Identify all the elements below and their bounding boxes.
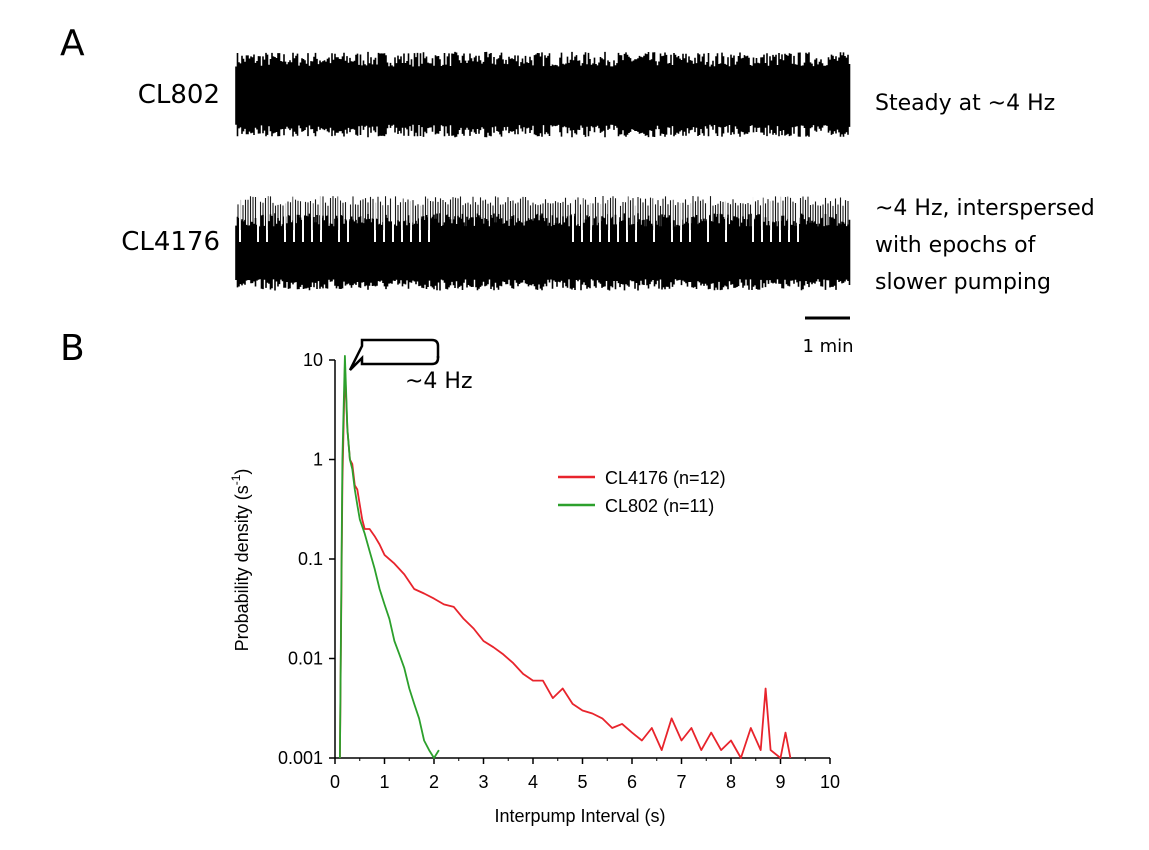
trace-desc-cl4176-line3: slower pumping	[875, 270, 1051, 295]
series-line-cl802	[339, 354, 440, 759]
trace-cl802	[235, 51, 851, 138]
scale-bar-label: 1 min	[802, 336, 853, 357]
y-tick-label: 0.001	[278, 748, 323, 768]
x-axis-label: Interpump Interval (s)	[494, 806, 665, 826]
legend-label-cl4176: CL4176 (n=12)	[605, 468, 726, 488]
series-line-cl4176	[339, 366, 792, 759]
x-tick-label: 0	[330, 772, 340, 792]
x-tick-label: 5	[577, 772, 587, 792]
legend: CL4176 (n=12) CL802 (n=11)	[558, 468, 726, 516]
trace-cl4176	[235, 192, 851, 291]
panel-b-label: B	[60, 328, 85, 369]
frequency-arrow-icon	[348, 338, 440, 371]
y-axis-label-suffix: )	[232, 469, 252, 475]
trace-gaps-overlay	[239, 192, 799, 242]
x-tick-label: 4	[528, 772, 538, 792]
x-ticks: 0 1 2 3 4 5 6 7 8 9 10	[330, 758, 840, 792]
y-axis-label-main: Probability density (s	[232, 485, 252, 651]
legend-label-cl802: CL802 (n=11)	[605, 496, 714, 516]
y-tick-label: 0.1	[298, 549, 323, 569]
series-group	[339, 354, 792, 759]
x-tick-label: 10	[820, 772, 840, 792]
chart: 0 1 2 3 4 5 6 7 8 9 10 0.001 0.01 0.1 1 10 Interpump I…	[229, 350, 840, 826]
y-ticks: 0.001 0.01 0.1 1 10	[278, 350, 335, 768]
x-tick-label: 6	[627, 772, 637, 792]
frequency-annotation: ~4 Hz	[405, 369, 473, 394]
y-axis-label: Probability density (s-1)	[229, 469, 252, 652]
x-tick-label: 2	[429, 772, 439, 792]
x-tick-label: 3	[478, 772, 488, 792]
trace-desc-cl4176-line2: with epochs of	[875, 233, 1037, 258]
x-tick-label: 8	[726, 772, 736, 792]
x-tick-label: 1	[379, 772, 389, 792]
y-tick-label: 1	[313, 450, 323, 470]
panel-a-label: A	[60, 23, 85, 64]
chart-axes	[334, 360, 830, 759]
trace-desc-cl4176-line1: ~4 Hz, interspersed	[875, 196, 1095, 221]
y-tick-label: 10	[303, 350, 323, 370]
trace-label-cl4176: CL4176	[121, 227, 220, 257]
trace-waveform	[235, 51, 851, 138]
x-tick-label: 7	[676, 772, 686, 792]
x-tick-label: 9	[775, 772, 785, 792]
y-tick-label: 0.01	[288, 649, 323, 669]
trace-desc-cl802: Steady at ~4 Hz	[875, 91, 1055, 116]
y-axis-label-superscript: -1	[229, 474, 243, 485]
trace-waveform	[235, 213, 851, 291]
trace-label-cl802: CL802	[138, 80, 220, 110]
